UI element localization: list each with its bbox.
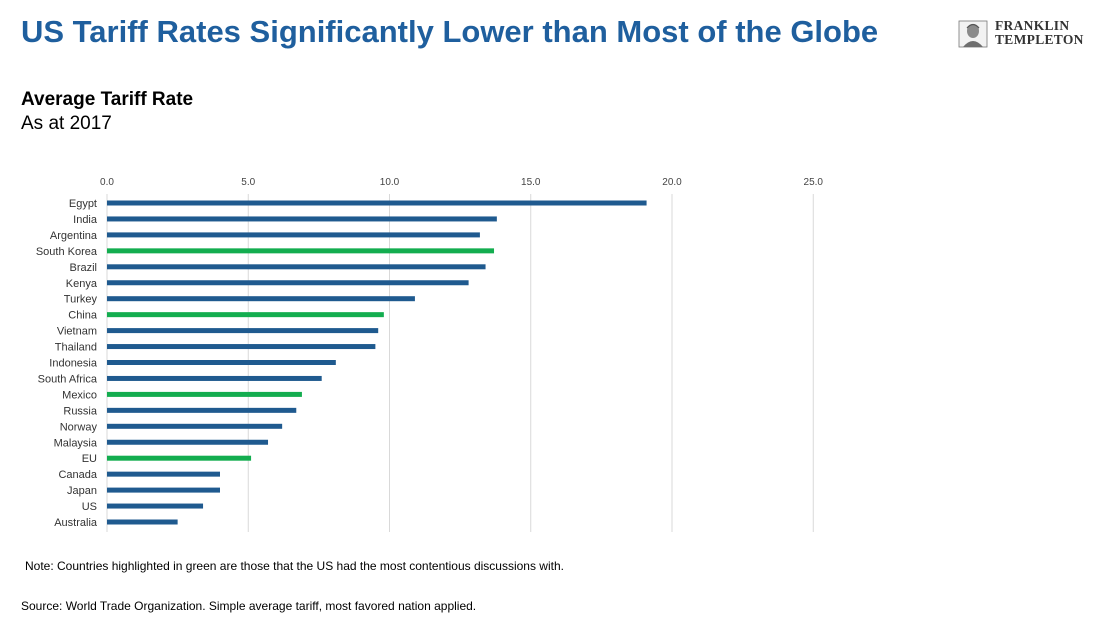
chart-note: Note: Countries highlighted in green are…: [25, 559, 564, 573]
bar: [107, 423, 283, 429]
chart-title: Average Tariff Rate: [21, 89, 194, 110]
bar: [107, 471, 220, 477]
category-label: Malaysia: [54, 437, 98, 449]
bar: [107, 487, 220, 493]
category-label: Egypt: [69, 198, 97, 210]
category-label: Indonesia: [49, 358, 98, 370]
category-label: Norway: [60, 421, 98, 433]
x-tick-label: 0.0: [100, 177, 114, 188]
category-label: South Korea: [36, 246, 98, 258]
page-title: US Tariff Rates Significantly Lower than…: [21, 14, 879, 49]
bar: [107, 232, 480, 238]
category-label: Vietnam: [57, 326, 97, 338]
bar: [107, 360, 336, 365]
bar: [107, 328, 379, 334]
x-tick-label: 10.0: [380, 177, 400, 188]
bar: [107, 519, 178, 525]
bar: [107, 503, 204, 509]
bar: [107, 296, 415, 302]
category-label: India: [73, 214, 98, 226]
x-tick-label: 5.0: [241, 177, 255, 188]
bar: [107, 375, 322, 381]
category-label: Brazil: [69, 262, 97, 274]
chart-source: Source: World Trade Organization. Simple…: [21, 599, 477, 613]
category-label: Argentina: [50, 230, 98, 242]
logo-line-franklin: FRANKLIN: [995, 18, 1070, 33]
logo-line-templeton: TEMPLETON: [995, 32, 1084, 47]
bar: [107, 264, 486, 270]
bar: [107, 248, 495, 254]
bar: [107, 391, 302, 397]
category-label: Russia: [63, 405, 98, 417]
bar: [107, 216, 497, 222]
x-tick-label: 25.0: [804, 177, 824, 188]
x-tick-label: 20.0: [662, 177, 682, 188]
bar: [107, 407, 297, 413]
bar: [107, 312, 384, 318]
category-label: Australia: [54, 517, 98, 529]
category-label: China: [68, 310, 98, 322]
bar: [107, 439, 269, 445]
x-tick-label: 15.0: [521, 177, 541, 188]
category-label: Canada: [58, 469, 97, 481]
category-label: EU: [82, 453, 97, 465]
bar: [107, 344, 376, 350]
chart-subtitle: As at 2017: [21, 113, 112, 134]
bar: [107, 200, 647, 206]
bar: [107, 280, 469, 286]
category-label: Mexico: [62, 389, 97, 401]
category-label: Kenya: [66, 278, 98, 290]
bar: [107, 455, 252, 461]
category-label: South Africa: [38, 373, 98, 385]
category-label: Turkey: [64, 294, 98, 306]
category-label: US: [82, 501, 97, 513]
tariff-bar-chart: 0.0 5.0 10.0 15.0 20.0 25.0 Egypt India Argentin…: [36, 177, 824, 532]
category-label: Japan: [67, 485, 97, 497]
category-label: Thailand: [55, 342, 97, 354]
benjamin-franklin-portrait-icon: [958, 20, 988, 48]
franklin-templeton-logo: FRANKLIN TEMPLETON: [958, 18, 1098, 50]
